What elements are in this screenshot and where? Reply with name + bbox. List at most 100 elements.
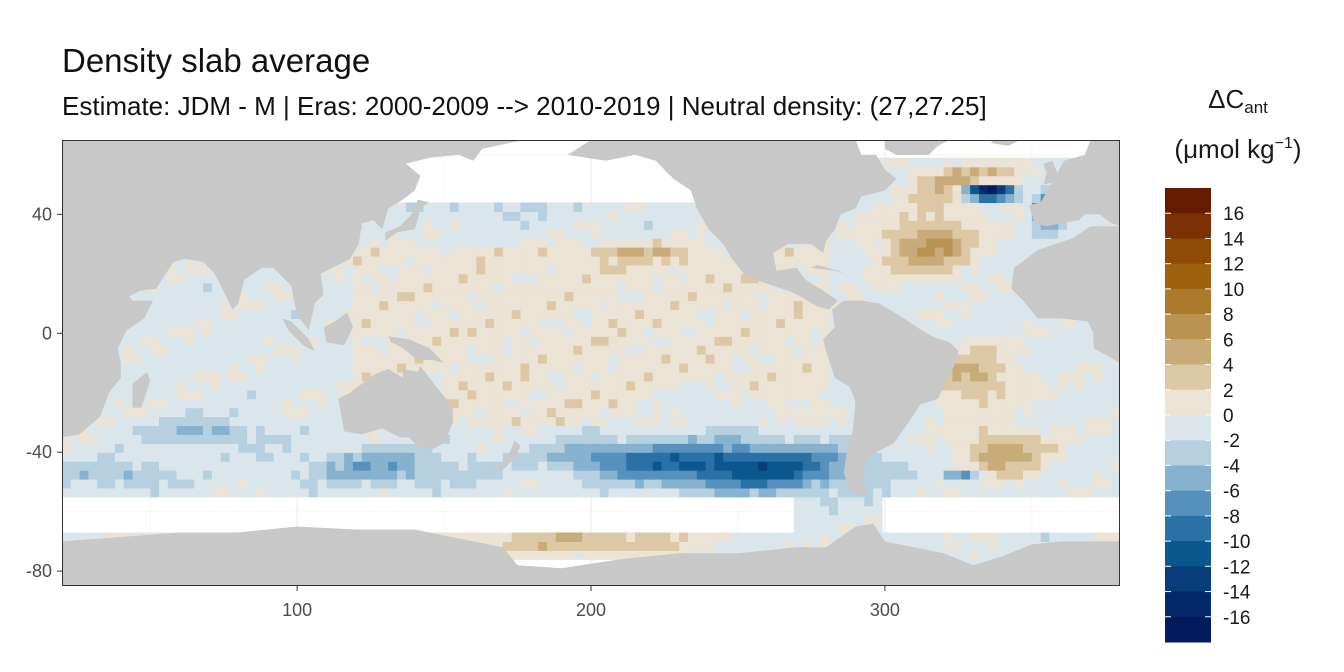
data-cell	[123, 407, 134, 418]
data-cell	[520, 220, 530, 230]
data-cell	[423, 327, 433, 337]
data-cell	[776, 434, 786, 444]
data-cell	[476, 220, 486, 230]
data-cell	[661, 389, 671, 400]
data-cell	[784, 407, 795, 418]
data-cell	[802, 318, 813, 328]
data-cell	[167, 345, 178, 355]
data-cell	[282, 425, 292, 435]
data-cell	[687, 416, 698, 427]
data-cell	[696, 380, 707, 391]
data-cell	[467, 487, 477, 498]
data-cell	[432, 291, 442, 302]
data-cell	[158, 327, 169, 337]
data-cell	[255, 318, 266, 328]
data-cell	[1031, 345, 1042, 355]
data-cell	[167, 389, 178, 400]
data-cell	[529, 202, 539, 212]
data-cell	[643, 309, 654, 319]
data-cell	[546, 416, 557, 427]
data-cell	[1014, 371, 1024, 382]
data-cell	[661, 371, 671, 382]
data-cell	[555, 255, 566, 266]
data-cell	[802, 264, 813, 275]
data-cell	[476, 247, 486, 257]
data-cell	[344, 434, 354, 444]
data-cell	[520, 532, 530, 542]
data-cell	[335, 452, 345, 462]
data-cell	[573, 452, 583, 462]
data-cell	[608, 327, 619, 337]
data-cell	[150, 363, 160, 373]
data-cell	[150, 345, 160, 355]
data-cell	[1014, 247, 1024, 257]
data-cell	[670, 318, 680, 328]
data-cell	[167, 434, 178, 444]
data-cell	[732, 425, 742, 435]
data-cell	[670, 470, 680, 480]
data-cell	[582, 398, 592, 409]
data-cell	[758, 452, 768, 462]
data-cell	[167, 291, 178, 302]
data-cell	[1075, 380, 1086, 391]
data-cell	[220, 478, 231, 489]
data-cell	[687, 478, 698, 489]
data-cell	[926, 273, 936, 284]
data-cell	[926, 238, 936, 248]
data-cell	[776, 363, 786, 373]
data-cell	[423, 461, 433, 471]
data-cell	[573, 487, 583, 498]
data-cell	[150, 309, 160, 319]
data-cell	[970, 327, 980, 337]
data-cell	[846, 291, 857, 302]
data-cell	[185, 389, 195, 400]
data-cell	[441, 478, 451, 489]
data-cell	[705, 238, 716, 248]
data-cell	[388, 434, 398, 444]
data-cell	[934, 452, 945, 462]
legend-unit-exponent: −1	[1274, 135, 1293, 152]
data-cell	[158, 434, 169, 444]
data-cell	[326, 478, 336, 489]
data-cell	[1005, 425, 1015, 435]
data-cell	[784, 363, 795, 373]
data-cell	[485, 398, 495, 409]
data-cell	[996, 416, 1006, 427]
data-cell	[229, 318, 239, 328]
data-cell	[194, 363, 204, 373]
data-cell	[679, 336, 689, 346]
data-cell	[573, 255, 583, 266]
data-cell	[820, 425, 830, 435]
data-cell	[538, 273, 548, 284]
data-cell	[846, 264, 857, 275]
data-cell	[696, 461, 707, 471]
data-cell	[1031, 416, 1042, 427]
data-cell	[273, 354, 284, 364]
data-cell	[247, 487, 257, 498]
data-cell	[732, 443, 742, 453]
data-cell	[811, 452, 821, 462]
data-cell	[361, 309, 372, 319]
data-cell	[873, 461, 883, 471]
data-cell	[873, 255, 883, 266]
data-cell	[926, 532, 936, 542]
data-cell	[414, 461, 425, 471]
data-cell	[899, 157, 909, 168]
data-cell	[740, 354, 751, 364]
data-cell	[608, 452, 619, 462]
data-cell	[247, 398, 257, 409]
data-cell	[529, 380, 539, 391]
data-cell	[961, 184, 971, 195]
data-cell	[1058, 532, 1068, 542]
data-cell	[970, 345, 980, 355]
data-cell	[784, 354, 795, 364]
data-cell	[141, 443, 151, 453]
data-cell	[79, 470, 90, 480]
data-cell	[405, 264, 416, 275]
data-cell	[714, 336, 724, 346]
data-cell	[423, 487, 433, 498]
data-cell	[652, 398, 663, 409]
data-cell	[687, 264, 698, 275]
data-cell	[732, 336, 742, 346]
data-cell	[1031, 380, 1042, 391]
